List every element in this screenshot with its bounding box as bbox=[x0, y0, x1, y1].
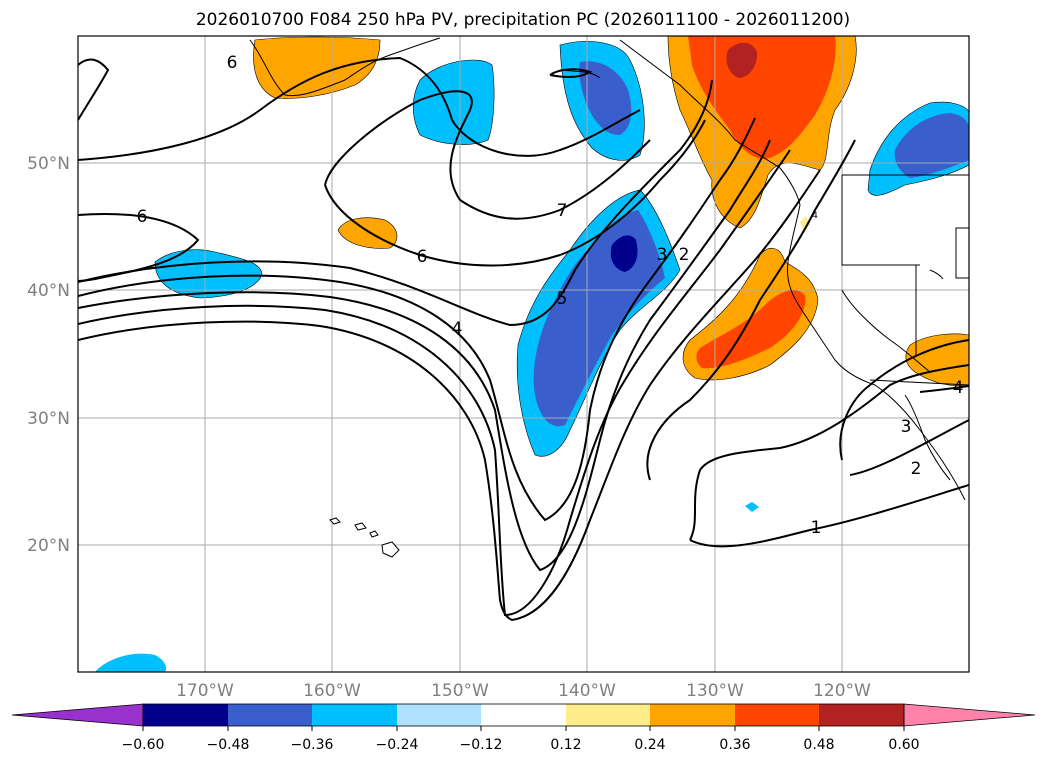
contour-label: 6 bbox=[137, 207, 148, 227]
contour-ring-north bbox=[78, 58, 110, 121]
shade-neg-small-spot bbox=[745, 502, 759, 512]
graticule bbox=[78, 36, 969, 672]
contour-d bbox=[78, 149, 791, 617]
contour-label: 7 bbox=[557, 201, 568, 221]
colorbar-tick-label: −0.12 bbox=[460, 737, 503, 753]
contour-c bbox=[78, 139, 771, 572]
colorbar-tick-label: 0.36 bbox=[719, 737, 750, 753]
colorbar-tick-label: −0.60 bbox=[122, 737, 165, 753]
colorbar-segment bbox=[228, 704, 312, 726]
lat-label: 20°N bbox=[27, 536, 70, 556]
map-panel: 6 6 6 7 5 4 3 2 4 3 2 1 4 bbox=[78, 36, 969, 672]
lon-label: 150°W bbox=[431, 681, 489, 701]
colorbar-tick-label: 0.48 bbox=[803, 737, 834, 753]
contour-6-north bbox=[78, 56, 641, 161]
contour-4-sw bbox=[919, 385, 969, 393]
coastlines bbox=[249, 37, 969, 501]
colorbar-segment bbox=[735, 704, 819, 726]
contour-a bbox=[78, 79, 713, 327]
shade-pos-alaska bbox=[253, 36, 381, 99]
contour-labels: 6 6 6 7 5 4 3 2 4 3 2 1 4 bbox=[137, 53, 964, 538]
shade-pos-small-oregon bbox=[800, 216, 810, 232]
colorbar-tick-label: 0.60 bbox=[888, 737, 919, 753]
pv-contours bbox=[78, 56, 969, 622]
colorbar-segment bbox=[819, 704, 904, 726]
colorbar-segment bbox=[397, 704, 481, 726]
contour-2-outer bbox=[646, 139, 856, 481]
shade-pos-small-east-pacific bbox=[337, 217, 398, 249]
contour-label: 5 bbox=[557, 289, 568, 309]
latitude-labels: 50°N 40°N 30°N 20°N bbox=[27, 154, 70, 556]
shade-neg-sw-corner bbox=[95, 653, 167, 672]
lon-label: 140°W bbox=[558, 681, 616, 701]
colorbar-ticks bbox=[142, 726, 905, 731]
contour-label: 3 bbox=[901, 417, 912, 437]
lon-label: 130°W bbox=[686, 681, 744, 701]
contour-b bbox=[78, 117, 756, 522]
shade-neg-canada-inner bbox=[894, 113, 969, 178]
contour-label: 1 bbox=[811, 518, 822, 538]
contour-6-mid bbox=[324, 119, 706, 267]
colorbar-extend-high bbox=[903, 703, 1036, 727]
contour-3-south bbox=[839, 339, 969, 461]
shade-neg-bc-coast-inner bbox=[579, 61, 632, 136]
shade-neg-trough-core bbox=[610, 235, 638, 272]
shade-pos-pnw-dark bbox=[726, 42, 758, 78]
colorbar-tick-label: −0.48 bbox=[207, 737, 250, 753]
contour-label: 4 bbox=[953, 378, 964, 398]
hawaii-islands bbox=[329, 517, 400, 558]
map-frame bbox=[77, 35, 970, 673]
colorbar-frame bbox=[142, 703, 905, 727]
colorbar-tick-label: −0.36 bbox=[291, 737, 334, 753]
colorbar: −0.60 −0.48 −0.36 −0.24 −0.12 0.12 0.24 … bbox=[11, 703, 1036, 753]
contour-label: 3 bbox=[657, 245, 668, 265]
longitude-labels: 170°W 160°W 150°W 140°W 130°W 120°W bbox=[176, 681, 871, 701]
contour-1-lower bbox=[689, 484, 969, 548]
lon-label: 170°W bbox=[176, 681, 234, 701]
contour-label: 2 bbox=[679, 245, 690, 265]
shade-pos-pnw-red bbox=[688, 36, 836, 159]
colorbar-segment bbox=[650, 704, 735, 726]
lat-label: 40°N bbox=[27, 281, 70, 301]
colorbar-segment bbox=[143, 704, 228, 726]
contour-e bbox=[78, 169, 821, 622]
colorbar-tick-label: 0.24 bbox=[634, 737, 665, 753]
contour-label: 4 bbox=[452, 319, 463, 339]
contour-1 bbox=[689, 364, 969, 541]
contour-ne-loop bbox=[549, 68, 593, 78]
lon-label: 160°W bbox=[303, 681, 361, 701]
colorbar-extend-low bbox=[11, 703, 144, 727]
shade-pos-california-red bbox=[696, 290, 806, 369]
colorbar-tick-label: −0.24 bbox=[376, 737, 419, 753]
contour-label: 4 bbox=[812, 211, 818, 221]
contour-label: 2 bbox=[911, 459, 922, 479]
colorbar-segment bbox=[481, 704, 566, 726]
colorbar-segment bbox=[566, 704, 650, 726]
chart-title: 2026010700 F084 250 hPa PV, precipitatio… bbox=[196, 10, 850, 30]
lon-label: 120°W bbox=[813, 681, 871, 701]
contour-7 bbox=[324, 90, 651, 220]
contour-label: 6 bbox=[417, 247, 428, 267]
colorbar-tick-label: 0.12 bbox=[550, 737, 581, 753]
contour-2-south bbox=[849, 419, 969, 476]
lat-label: 50°N bbox=[27, 154, 70, 174]
negative-anomaly-shading bbox=[95, 41, 969, 672]
colorbar-segment bbox=[312, 704, 397, 726]
lat-label: 30°N bbox=[27, 409, 70, 429]
contour-label: 6 bbox=[227, 53, 238, 73]
